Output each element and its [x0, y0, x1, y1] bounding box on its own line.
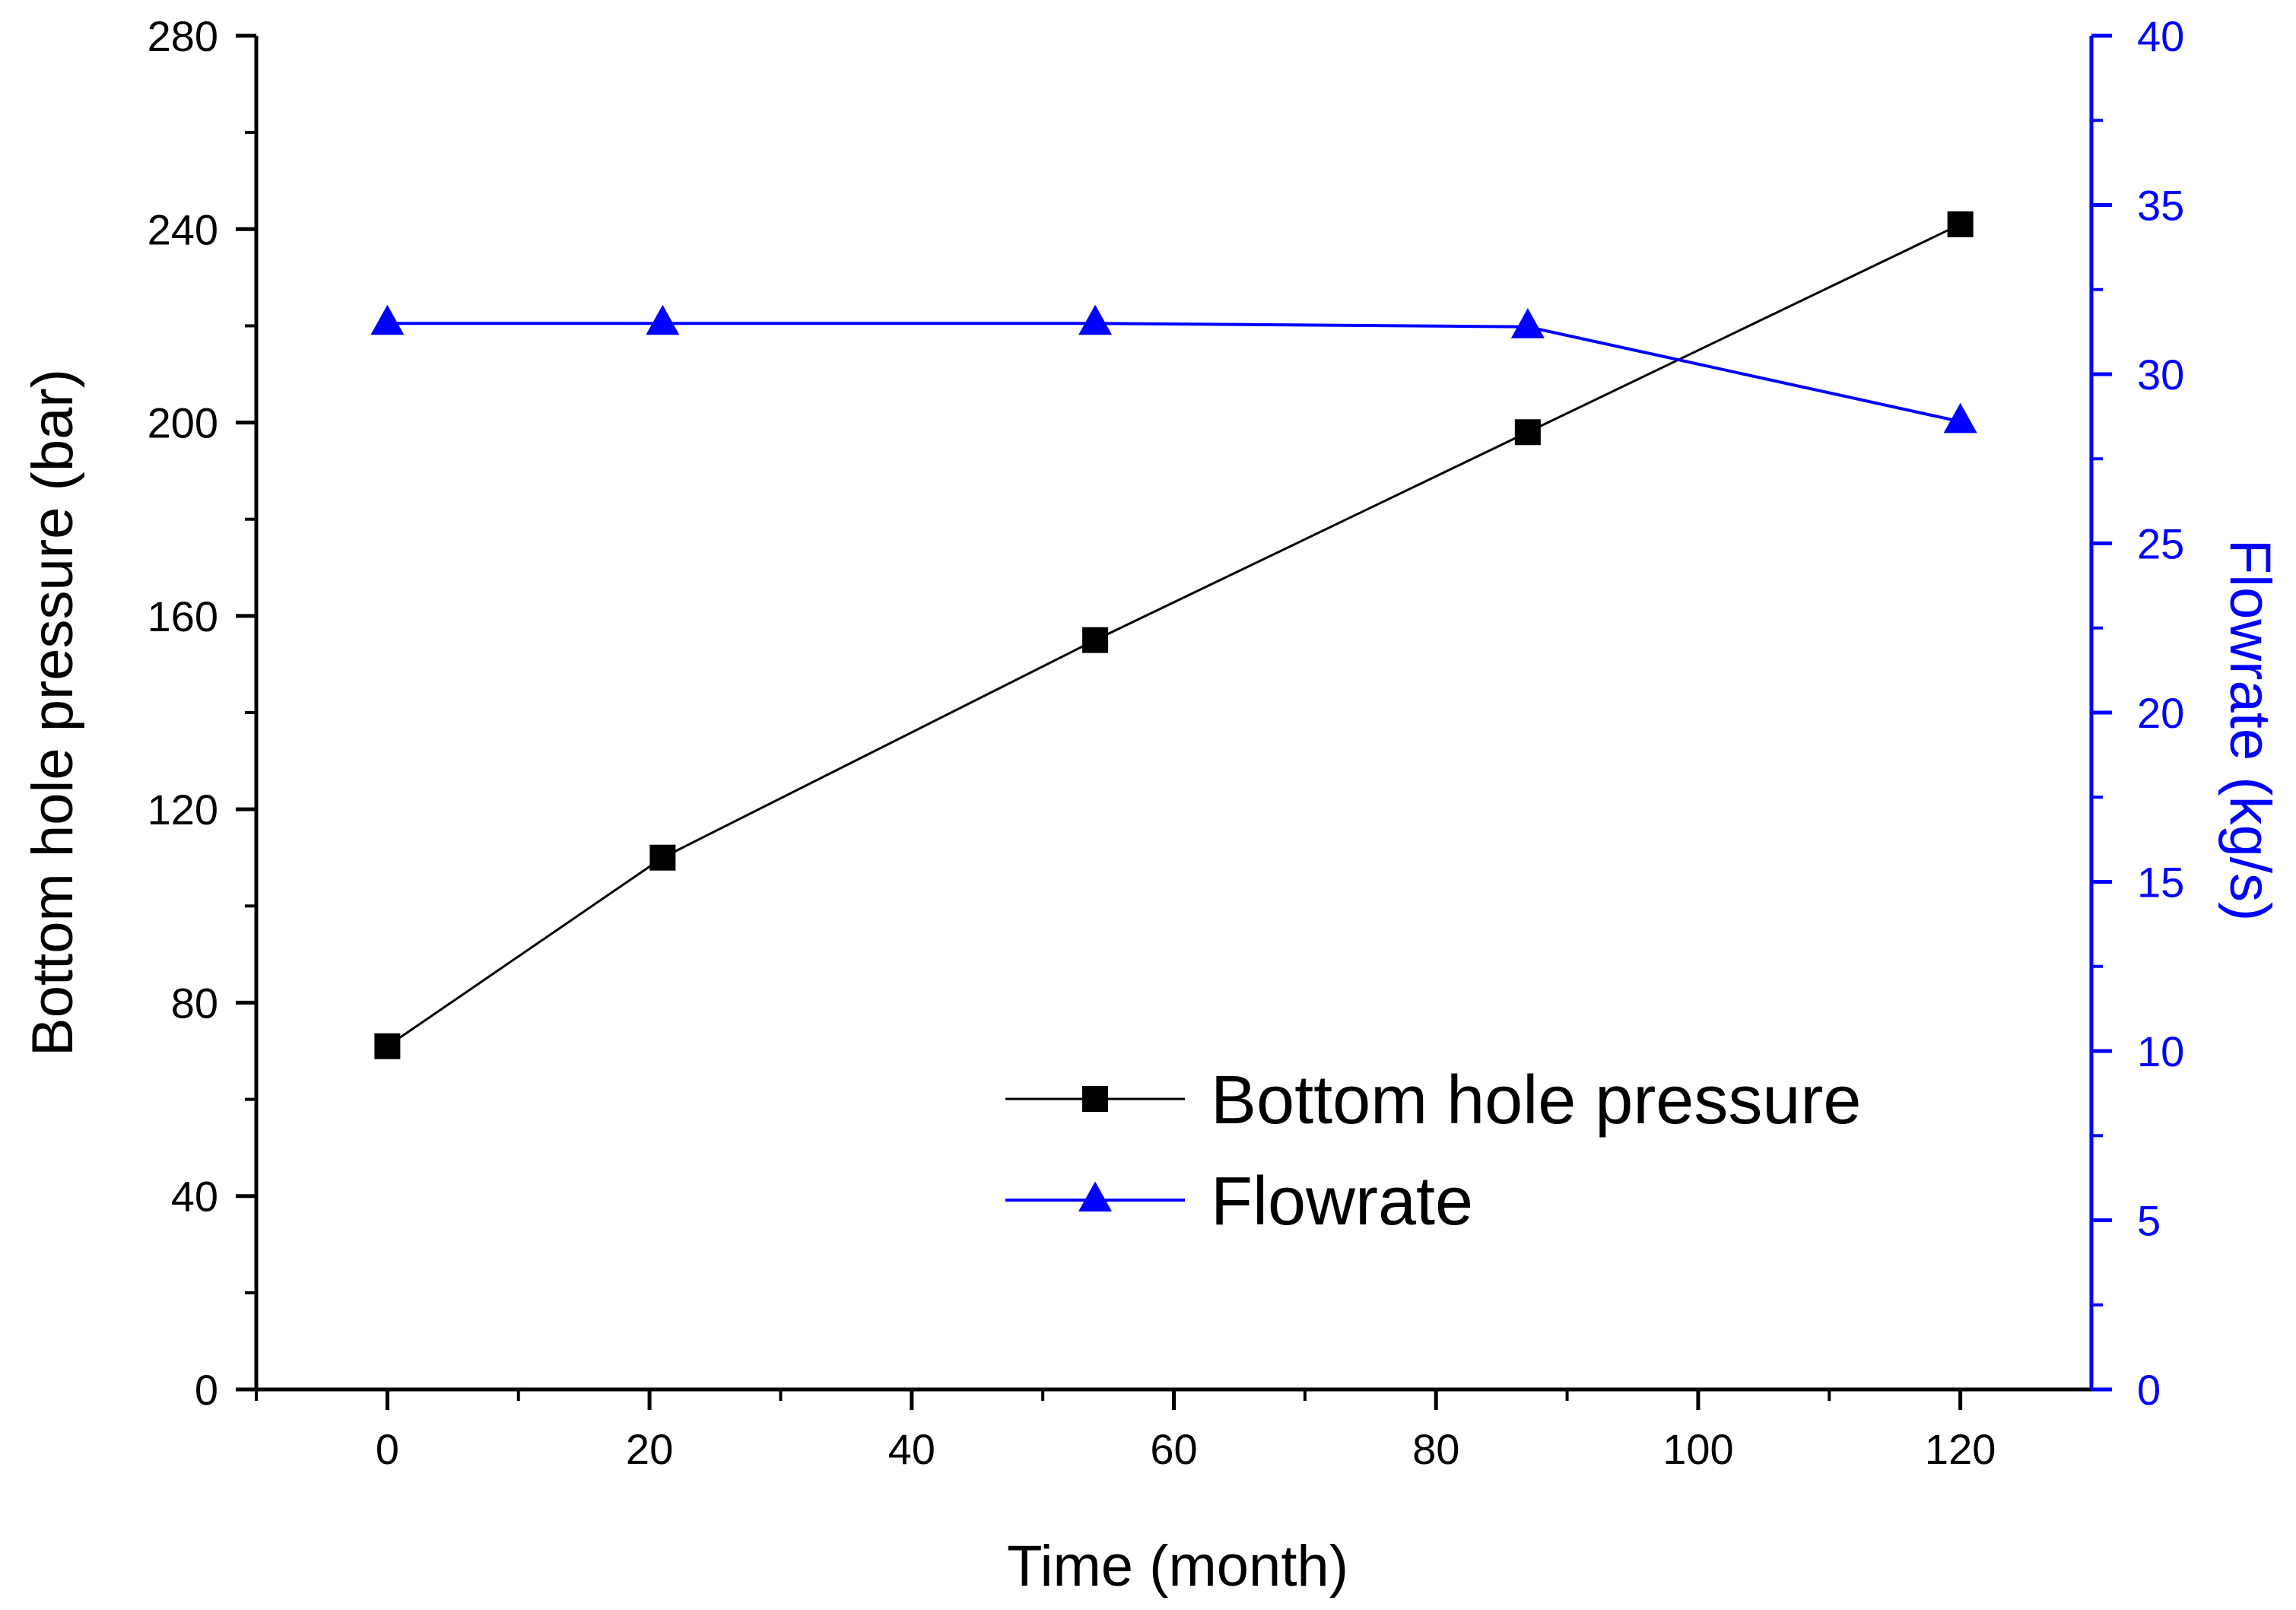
- x-tick-label: 60: [1150, 1425, 1197, 1473]
- series-line-pressure: [386, 223, 1961, 1047]
- x-tick-label: 20: [626, 1425, 673, 1473]
- y2-tick-label: 15: [2137, 859, 2184, 907]
- y2-tick-label: 35: [2137, 182, 2184, 230]
- y2-tick-label: 10: [2137, 1027, 2184, 1075]
- plot-series: [370, 211, 1977, 1059]
- legend: Bottom hole pressure Flowrate: [1005, 1062, 1861, 1240]
- y-tick-label: 240: [148, 205, 218, 253]
- legend-marker-flowrate: [1078, 1181, 1112, 1212]
- y-tick-label: 120: [148, 786, 218, 834]
- flowrate-point: [370, 304, 405, 335]
- flowrate-point: [646, 304, 680, 335]
- y-tick-label: 40: [171, 1173, 218, 1221]
- legend-label-pressure: Bottom hole pressure: [1211, 1062, 1861, 1138]
- y-tick-label: 80: [171, 979, 218, 1027]
- x-tick-label: 0: [376, 1425, 399, 1473]
- pressure-point: [374, 1033, 401, 1059]
- pressure-point: [1082, 627, 1109, 653]
- y-tick-label: 160: [148, 592, 218, 640]
- y2-tick-label: 0: [2137, 1366, 2161, 1414]
- axes: 0 20 40 60 80 100 120 0 40 80 120 160 200 240 280 0 5 10 1…: [21, 12, 2282, 1599]
- flowrate-point: [1943, 402, 1977, 433]
- pressure-point: [1514, 419, 1541, 446]
- flowrate-point: [1510, 308, 1545, 338]
- x-tick-label: 80: [1412, 1425, 1459, 1473]
- flowrate-point: [1078, 304, 1113, 335]
- x-tick-label: 120: [1925, 1425, 1996, 1473]
- pressure-point: [1947, 211, 1974, 237]
- y2-tick-label: 30: [2137, 351, 2184, 399]
- legend-marker-pressure: [1082, 1086, 1108, 1112]
- y2-tick-label: 25: [2137, 520, 2184, 568]
- x-tick-label: 100: [1662, 1425, 1733, 1473]
- y2-tick-label: 5: [2137, 1197, 2161, 1245]
- y2-tick-label: 20: [2137, 689, 2184, 737]
- y-tick-label: 0: [195, 1366, 218, 1414]
- pressure-point: [649, 844, 676, 871]
- y2-axis-title: Flowrate (kg/s): [2218, 539, 2282, 922]
- legend-label-flowrate: Flowrate: [1211, 1164, 1473, 1240]
- x-axis-title: Time (month): [1007, 1534, 1348, 1599]
- y-tick-label: 280: [148, 12, 218, 60]
- x-tick-label: 40: [888, 1425, 935, 1473]
- y-axis-title: Bottom hole pressure (bar): [21, 369, 85, 1056]
- y2-tick-label: 40: [2137, 12, 2184, 60]
- y-tick-label: 200: [148, 399, 218, 447]
